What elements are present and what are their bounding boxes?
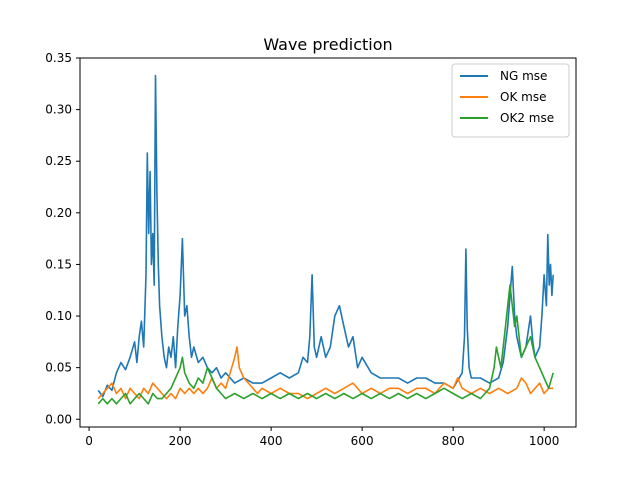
legend-label-1: OK mse	[500, 90, 546, 104]
x-tick-label-5: 1000	[529, 434, 560, 448]
y-tick-label-4: 0.20	[45, 206, 72, 220]
series-line-1	[97, 346, 554, 400]
y-tick-label-6: 0.30	[45, 103, 72, 117]
y-tick-label-7: 0.35	[45, 51, 72, 65]
x-tick-label-1: 200	[169, 434, 192, 448]
series-line-2	[97, 284, 554, 405]
y-tick-label-0: 0.00	[45, 412, 72, 426]
axes-layer: 0 200 400 600 800 1000 0.00 0.05 0.10 0.15 0.20 0.2…	[45, 51, 577, 448]
plot-frame	[79, 57, 577, 428]
legend-label-2: OK2 mse	[500, 111, 554, 125]
series-layer	[97, 74, 554, 405]
y-tick-label-3: 0.15	[45, 257, 72, 271]
legend-label-0: NG mse	[500, 69, 547, 83]
y-tick-label-5: 0.25	[45, 154, 72, 168]
y-tick-label-1: 0.05	[45, 361, 72, 375]
chart-title: Wave prediction	[263, 35, 392, 54]
legend: NG mse OK mse OK2 mse	[451, 63, 570, 138]
x-tick-label-4: 800	[442, 434, 465, 448]
y-tick-label-2: 0.10	[45, 309, 72, 323]
x-tick-label-3: 600	[351, 434, 374, 448]
series-line-0	[97, 74, 554, 398]
x-tick-label-0: 0	[85, 434, 93, 448]
x-tick-label-2: 400	[260, 434, 283, 448]
